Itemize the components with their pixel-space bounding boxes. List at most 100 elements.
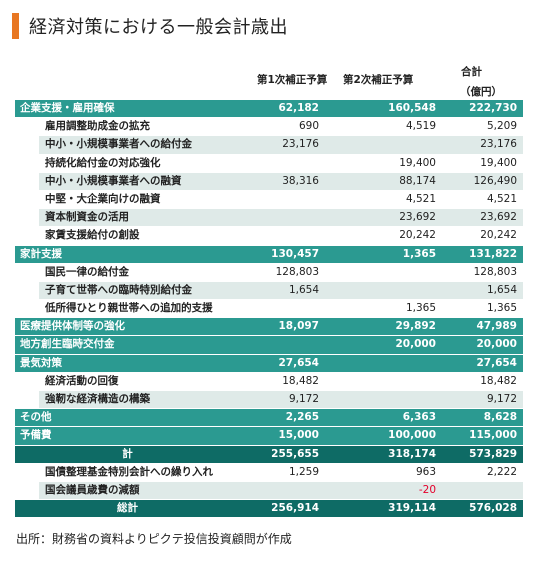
cell-total: 128,803 <box>473 265 517 278</box>
cell-first-supplementary: 256,914 <box>271 502 319 515</box>
row-label: 経済活動の回復 <box>45 374 119 387</box>
cell-second-supplementary: 1,365 <box>405 302 436 315</box>
row-indent <box>15 209 39 227</box>
cell-second-supplementary: 88,174 <box>399 174 436 187</box>
row-label: 子育て世帯への臨時特別給付金 <box>45 283 192 296</box>
table-row: 雇用調整助成金の拡充 690 4,519 5,209 <box>15 118 523 137</box>
cell-total: 5,209 <box>486 120 517 133</box>
row-label: 家計支援 <box>20 247 62 260</box>
cell-first-supplementary: 9,172 <box>288 393 319 405</box>
cell-total: 47,989 <box>476 320 517 333</box>
table-row: 国会議員歳費の減額 -20 <box>15 481 523 501</box>
row-indent <box>15 172 39 190</box>
cell-total: 19,400 <box>480 156 517 169</box>
cell-second-supplementary: 1,365 <box>402 247 436 260</box>
cell-first-supplementary: 15,000 <box>278 429 319 442</box>
cell-total: 23,176 <box>480 138 517 151</box>
cell-first-supplementary: 1,654 <box>288 283 319 296</box>
cell-second-supplementary: 6,363 <box>402 411 436 424</box>
cell-second-supplementary: 29,892 <box>395 320 436 333</box>
row-label: 予備費 <box>20 429 52 442</box>
cell-first-supplementary: 1,259 <box>288 465 319 478</box>
row-label: その他 <box>20 411 52 424</box>
cell-total: 9,172 <box>486 393 517 405</box>
row-label: 地方創生臨時交付金 <box>20 338 115 351</box>
row-indent <box>15 463 39 481</box>
row-indent <box>15 481 39 500</box>
cell-first-supplementary: 27,654 <box>278 356 319 369</box>
cell-total: 23,692 <box>480 211 517 224</box>
cell-total: 20,242 <box>480 229 517 242</box>
cell-second-supplementary: 4,521 <box>405 192 436 205</box>
header-second-supplementary: 第2次補正予算 <box>343 74 414 86</box>
table-row: 経済活動の回復 18,482 18,482 <box>15 372 523 391</box>
row-indent <box>15 118 39 136</box>
cell-first-supplementary: 23,176 <box>282 138 319 151</box>
budget-table: 第1次補正予算 第2次補正予算 合計 （億円） 企業支援・雇用確保 62,182 1… <box>15 64 523 519</box>
cell-total: 20,000 <box>476 338 517 351</box>
source-note: 出所：財務省の資料よりピクテ投信投資顧問が作成 <box>16 532 292 546</box>
row-indent <box>15 227 39 245</box>
cell-second-supplementary: -20 <box>418 483 436 496</box>
cell-second-supplementary: 318,174 <box>388 447 436 460</box>
row-label: 中堅・大企業向けの融資 <box>45 192 161 205</box>
category-row: 景気対策 27,654 27,654 <box>15 354 523 373</box>
row-indent <box>15 263 39 281</box>
table-row: 中堅・大企業向けの融資 4,521 4,521 <box>15 190 523 210</box>
table-row: 強靭な経済構造の構築 9,172 9,172 <box>15 391 523 410</box>
table-row: 持続化給付金の対応強化 19,400 19,400 <box>15 154 523 173</box>
row-indent <box>15 391 39 409</box>
table-row: 子育て世帯への臨時特別給付金 1,654 1,654 <box>15 281 523 301</box>
category-row: 地方創生臨時交付金 20,000 20,000 <box>15 336 523 355</box>
row-label: 医療提供体制等の強化 <box>20 320 125 333</box>
cell-first-supplementary: 128,803 <box>275 265 319 278</box>
cell-first-supplementary: 690 <box>298 120 319 133</box>
cell-second-supplementary: 4,519 <box>405 120 436 133</box>
row-label: 低所得ひとり親世帯への追加的支援 <box>45 302 213 315</box>
row-label: 国民一律の給付金 <box>45 265 129 278</box>
table-row: 家賃支援給付の創設 20,242 20,242 <box>15 227 523 246</box>
category-row: 医療提供体制等の強化 18,097 29,892 47,989 <box>15 318 523 337</box>
cell-second-supplementary: 19,400 <box>399 156 436 169</box>
cell-first-supplementary: 38,316 <box>282 174 319 187</box>
table-row: 中小・小規模事業者への融資 38,316 88,174 126,490 <box>15 172 523 191</box>
row-label: 資本制資金の活用 <box>45 211 129 224</box>
cell-first-supplementary: 18,097 <box>278 320 319 333</box>
category-row: 企業支援・雇用確保 62,182 160,548 222,730 <box>15 100 523 119</box>
title-accent-bar <box>12 13 19 39</box>
total-row: 総計 256,914 319,114 576,028 <box>15 500 523 519</box>
cell-total: 1,365 <box>486 302 517 315</box>
row-label: 計 <box>122 447 133 460</box>
cell-total: 115,000 <box>469 429 517 442</box>
table-body: 企業支援・雇用確保 62,182 160,548 222,730 雇用調整助成金の拡充 6… <box>15 100 523 519</box>
cell-total: 18,482 <box>480 374 517 387</box>
cell-first-supplementary: 62,182 <box>278 102 319 114</box>
table-row: 低所得ひとり親世帯への追加的支援 1,365 1,365 <box>15 300 523 319</box>
category-row: 予備費 15,000 100,000 115,000 <box>15 427 523 446</box>
header-first-supplementary: 第1次補正予算 <box>257 74 328 86</box>
row-label: 企業支援・雇用確保 <box>20 102 115 114</box>
row-indent <box>15 136 39 154</box>
row-label: 雇用調整助成金の拡充 <box>45 120 150 133</box>
row-label: 国債整理基金特別会計への繰り入れ <box>45 465 213 478</box>
row-label: 国会議員歳費の減額 <box>45 483 140 496</box>
cell-first-supplementary: 2,265 <box>285 411 319 424</box>
cell-total: 4,521 <box>486 192 517 205</box>
table-row: 国民一律の給付金 128,803 128,803 <box>15 263 523 282</box>
cell-total: 576,028 <box>469 502 517 515</box>
row-label: 家賃支援給付の創設 <box>45 229 140 242</box>
cell-total: 131,822 <box>469 247 517 260</box>
total-row: 計 255,655 318,174 573,829 <box>15 445 523 464</box>
cell-total: 8,628 <box>483 411 517 424</box>
cell-second-supplementary: 23,692 <box>399 211 436 224</box>
cell-second-supplementary: 963 <box>415 465 436 478</box>
cell-second-supplementary: 160,548 <box>388 102 436 114</box>
cell-total: 126,490 <box>473 174 517 187</box>
cell-first-supplementary: 255,655 <box>271 447 319 460</box>
page-title: 経済対策における一般会計歳出 <box>29 17 288 38</box>
category-row: 家計支援 130,457 1,365 131,822 <box>15 245 523 264</box>
table-header: 第1次補正予算 第2次補正予算 合計 （億円） <box>15 64 523 100</box>
cell-first-supplementary: 18,482 <box>282 374 319 387</box>
title-area: 経済対策における一般会計歳出 <box>12 13 288 39</box>
row-indent <box>15 281 39 300</box>
